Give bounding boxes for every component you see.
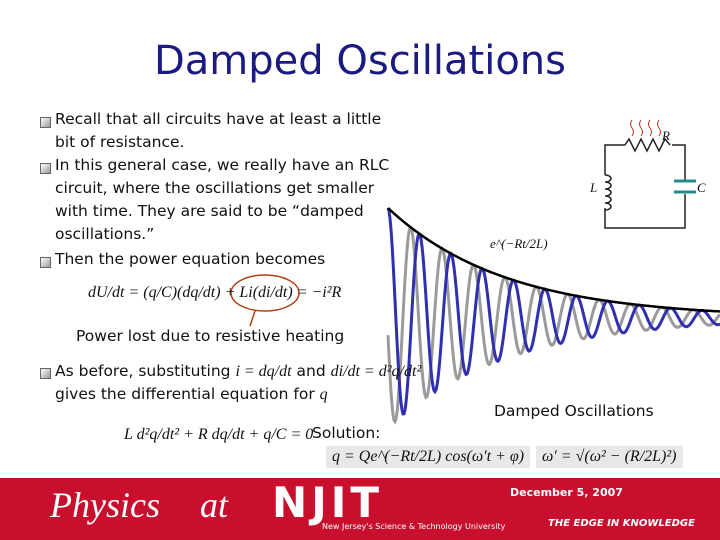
text: bit of resistance. <box>55 133 185 151</box>
equation: di/dt = d²q/dt² <box>330 363 422 380</box>
bullet-marker <box>40 257 51 268</box>
text: gives the differential equation for <box>55 385 315 403</box>
text: and <box>296 362 326 380</box>
text: Recall that all circuits have at least a… <box>55 110 382 128</box>
bullet: Then the power equation becomes <box>55 248 325 271</box>
heat <box>639 119 643 137</box>
inductor <box>604 174 612 211</box>
bullet-marker <box>40 368 51 379</box>
resistor <box>624 137 671 153</box>
heat <box>648 119 652 137</box>
footer: Physics at NJIT New Jersey's Science & T… <box>0 478 720 540</box>
bullet: In this general case, we really have an … <box>55 154 389 246</box>
title: Damped Oscillations <box>153 38 566 84</box>
caption: Power lost due to resistive heating <box>76 327 345 345</box>
text: with time. They are said to be “damped <box>55 202 364 220</box>
equation: i = dq/dt <box>235 363 292 380</box>
footer-tagline: THE EDGE IN KNOWLEDGE <box>548 518 695 529</box>
text: circuit, where the oscillations get smal… <box>55 179 375 197</box>
footer-university: New Jersey's Science & Technology Univer… <box>322 522 506 531</box>
label: Solution: <box>312 424 381 442</box>
wave <box>386 207 720 416</box>
highlight <box>230 274 300 312</box>
bullet-marker <box>40 117 51 128</box>
footer-physics: Physics <box>50 485 160 525</box>
text: Then the power equation becomes <box>55 250 326 268</box>
text: As before, substituting <box>55 362 231 380</box>
text: In this general case, we really have an … <box>55 156 390 174</box>
bullet: As before, substituting i = dq/dt and di… <box>55 360 421 406</box>
equation: dU/dt = (q/C)(dq/dt) + Li(di/dt) = −i²R <box>88 284 342 301</box>
equation: q <box>319 386 328 403</box>
footer-at: at <box>200 485 229 525</box>
heat <box>630 119 634 137</box>
envelope <box>387 207 720 313</box>
wire <box>604 144 686 229</box>
figure-caption: Damped Oscillations <box>494 402 654 420</box>
footer-njit: NJIT <box>272 478 384 527</box>
equation: L d²q/dt² + R dq/dt + q/C = 0 <box>124 426 314 443</box>
text: oscillations.” <box>55 225 155 243</box>
heat <box>657 119 661 137</box>
wave <box>386 225 720 425</box>
equation: ω′ = √(ω² − (R/2L)²) <box>536 446 683 468</box>
envelope-label: e^(−Rt/2L) <box>490 236 548 251</box>
footer-date: December 5, 2007 <box>510 486 623 499</box>
circuit-label: C <box>697 180 706 195</box>
circuit-label: L <box>590 180 598 195</box>
bullet-marker <box>40 163 51 174</box>
bullet: Recall that all circuits have at least a… <box>55 108 381 154</box>
equation: q = Qe^(−Rt/2L) cos(ω′t + φ) <box>326 446 531 468</box>
circuit-label: R <box>662 128 670 143</box>
pointer <box>249 310 256 327</box>
